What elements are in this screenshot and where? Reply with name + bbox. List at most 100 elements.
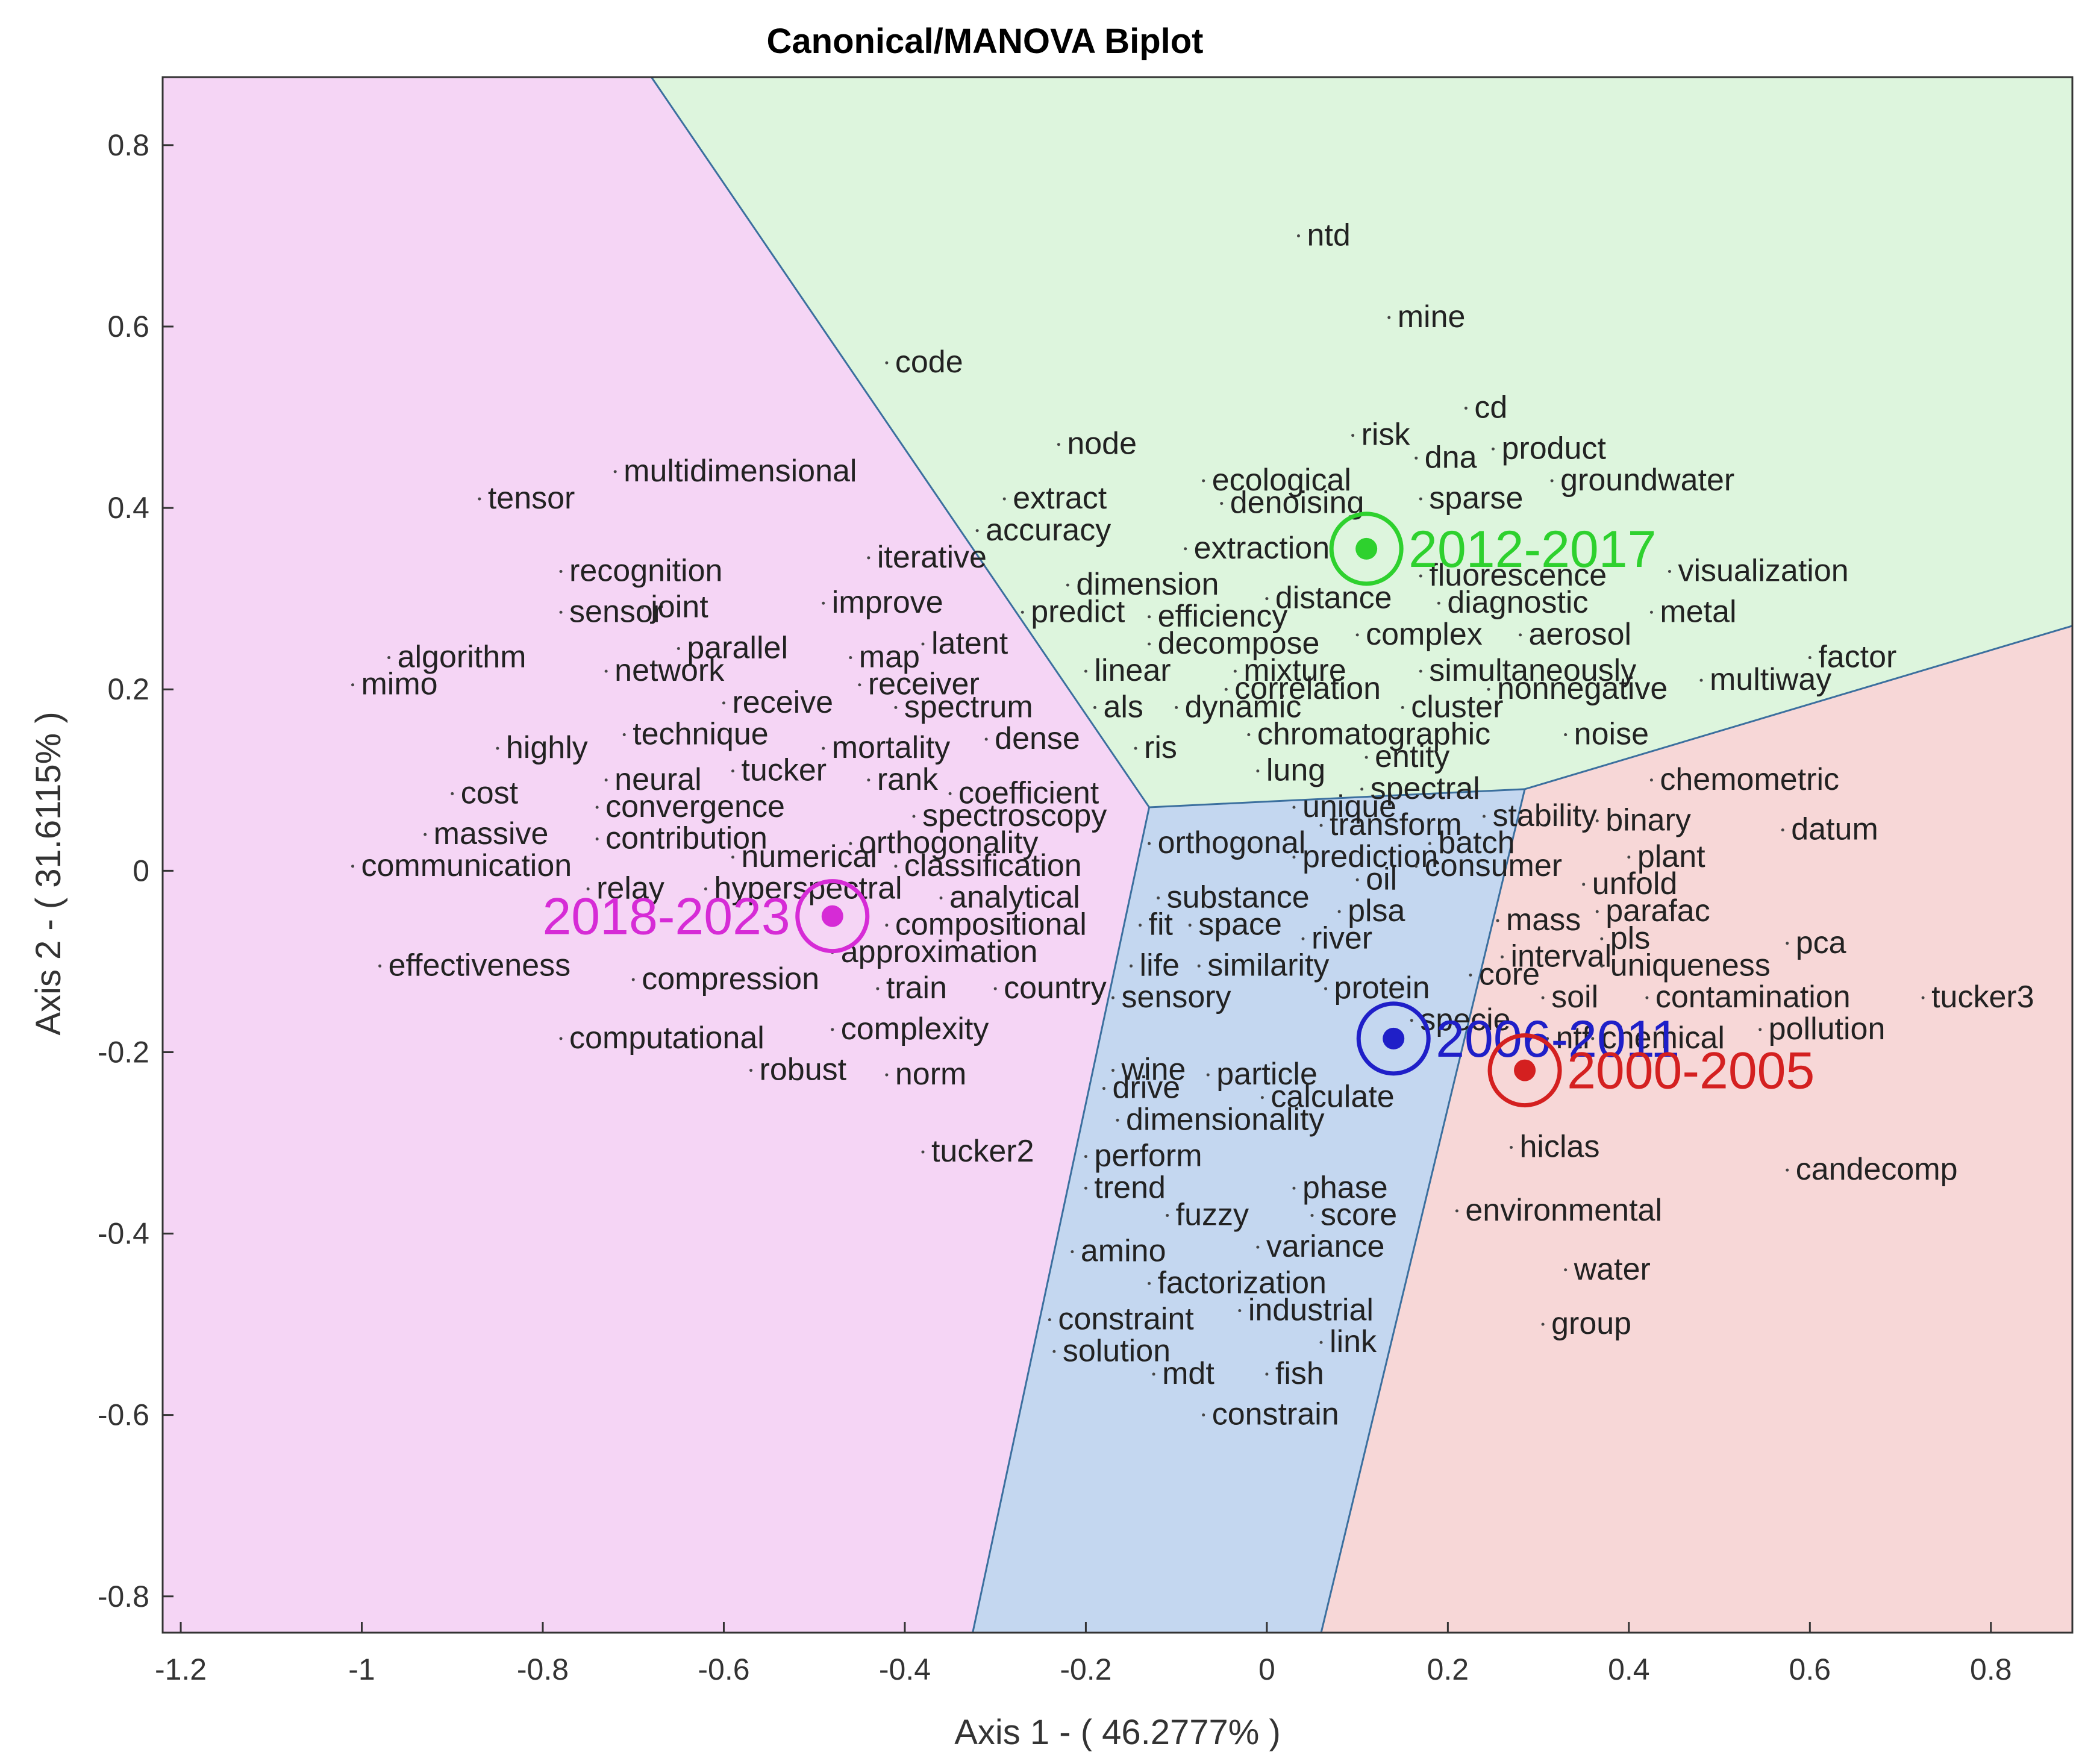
term-point-multidimensional — [613, 470, 617, 474]
term-point-spectral — [1360, 787, 1364, 791]
term-label-factor: factor — [1818, 640, 1896, 675]
term-label-constrain: constrain — [1212, 1397, 1339, 1432]
term-point-mass — [1496, 919, 1499, 922]
term-point-mine — [1387, 316, 1391, 319]
term-point-technique — [622, 733, 626, 737]
term-label-interval: interval — [1511, 939, 1612, 974]
region-2018-2023 — [163, 77, 1149, 1633]
term-point-tucker — [731, 769, 734, 773]
term-label-neural: neural — [614, 762, 702, 797]
region-boundary — [1524, 625, 2073, 790]
term-point-contribution — [595, 837, 599, 841]
term-label-dna: dna — [1425, 440, 1477, 475]
term-point-chemometric — [1649, 778, 1653, 782]
term-point-complexity — [831, 1028, 834, 1031]
term-point-product — [1491, 447, 1495, 451]
term-point-datum — [1781, 828, 1784, 832]
term-point-classification — [894, 865, 898, 868]
term-point-drive — [1102, 1087, 1105, 1090]
term-point-iterative — [867, 556, 871, 560]
term-label-extract: extract — [1013, 481, 1107, 516]
term-point-nonnegative — [1487, 687, 1490, 691]
y-tick-label: 0 — [133, 854, 149, 887]
term-label-transform: transform — [1330, 807, 1462, 842]
y-tick-label: -0.8 — [98, 1580, 149, 1613]
region-2006-2011 — [972, 789, 1525, 1633]
term-point-complex — [1355, 633, 1359, 637]
centroid-dot-2006-2011 — [1383, 1027, 1405, 1049]
term-label-extraction: extraction — [1194, 531, 1330, 566]
term-point-rank — [867, 778, 871, 782]
term-point-link — [1319, 1340, 1323, 1344]
term-point-factorization — [1148, 1281, 1151, 1285]
term-point-pollution — [1758, 1028, 1762, 1031]
term-label-highly: highly — [506, 730, 588, 765]
term-point-protein — [1324, 987, 1328, 990]
term-point-water — [1564, 1268, 1568, 1272]
term-label-visualization: visualization — [1678, 554, 1848, 589]
term-label-water: water — [1574, 1252, 1651, 1287]
term-label-sparse: sparse — [1429, 481, 1523, 516]
term-point-sensory — [1111, 996, 1114, 999]
term-point-binary — [1595, 819, 1599, 823]
term-label-unique: unique — [1302, 789, 1396, 824]
term-point-pca — [1786, 942, 1789, 945]
term-point-parallel — [677, 646, 680, 650]
term-point-river — [1301, 937, 1305, 940]
y-tick-label: 0.4 — [107, 491, 149, 525]
term-label-spectroscopy: spectroscopy — [922, 798, 1107, 833]
plot-frame — [161, 76, 2074, 1634]
term-label-specie: specie — [1420, 1002, 1510, 1037]
term-label-cluster: cluster — [1411, 689, 1503, 724]
term-point-recognition — [559, 570, 563, 574]
term-points: ntd mine code cd risk product node dna multidime… — [351, 217, 2034, 1432]
term-label-norm: norm — [895, 1057, 966, 1092]
term-label-numerical: numerical — [741, 839, 877, 874]
term-point-orthogonality — [849, 842, 852, 845]
term-label-mimo: mimo — [361, 667, 437, 702]
term-label-correlation: correlation — [1234, 671, 1381, 706]
term-point-algorithm — [387, 656, 391, 660]
term-label-protein: protein — [1334, 971, 1430, 1006]
term-point-uniqueness — [1600, 964, 1604, 968]
term-label-spectral: spectral — [1371, 771, 1480, 806]
x-tick-label: 0.6 — [1789, 1653, 1831, 1686]
term-label-space: space — [1198, 907, 1282, 942]
term-point-map — [849, 656, 852, 660]
term-point-decompose — [1148, 642, 1151, 646]
term-label-link: link — [1330, 1324, 1377, 1359]
term-label-ris: ris — [1144, 730, 1177, 765]
term-point-receive — [722, 701, 725, 705]
term-label-iterative: iterative — [877, 540, 987, 575]
term-label-parafac: parafac — [1605, 893, 1710, 928]
term-label-group: group — [1551, 1306, 1631, 1341]
term-point-norm — [885, 1073, 889, 1077]
term-point-dimensionality — [1116, 1118, 1119, 1122]
x-tick-label: 0 — [1258, 1653, 1275, 1686]
term-label-substance: substance — [1167, 880, 1310, 915]
term-label-code: code — [895, 345, 963, 380]
term-label-complex: complex — [1366, 617, 1483, 652]
term-label-massive: massive — [434, 816, 549, 851]
term-label-trend: trend — [1094, 1170, 1166, 1205]
term-point-stability — [1482, 815, 1486, 818]
term-label-accuracy: accuracy — [986, 513, 1111, 548]
term-label-train: train — [886, 971, 947, 1006]
term-point-fish — [1265, 1372, 1269, 1376]
term-point-phase — [1292, 1186, 1296, 1190]
term-point-highly — [496, 746, 499, 750]
term-point-calculate — [1260, 1096, 1264, 1099]
term-label-nonnegative: nonnegative — [1497, 671, 1668, 706]
term-label-industrial: industrial — [1248, 1293, 1374, 1328]
term-point-ecological — [1202, 479, 1205, 483]
term-label-tensor: tensor — [488, 481, 575, 516]
term-label-noise: noise — [1574, 717, 1649, 752]
term-point-unique — [1292, 805, 1296, 809]
term-point-factor — [1808, 656, 1811, 660]
term-point-trend — [1084, 1186, 1087, 1190]
term-point-unfold — [1582, 883, 1586, 886]
term-point-fit — [1139, 924, 1142, 927]
term-point-oil — [1355, 878, 1359, 881]
term-point-spectrum — [894, 705, 898, 709]
term-point-linear — [1084, 669, 1087, 673]
